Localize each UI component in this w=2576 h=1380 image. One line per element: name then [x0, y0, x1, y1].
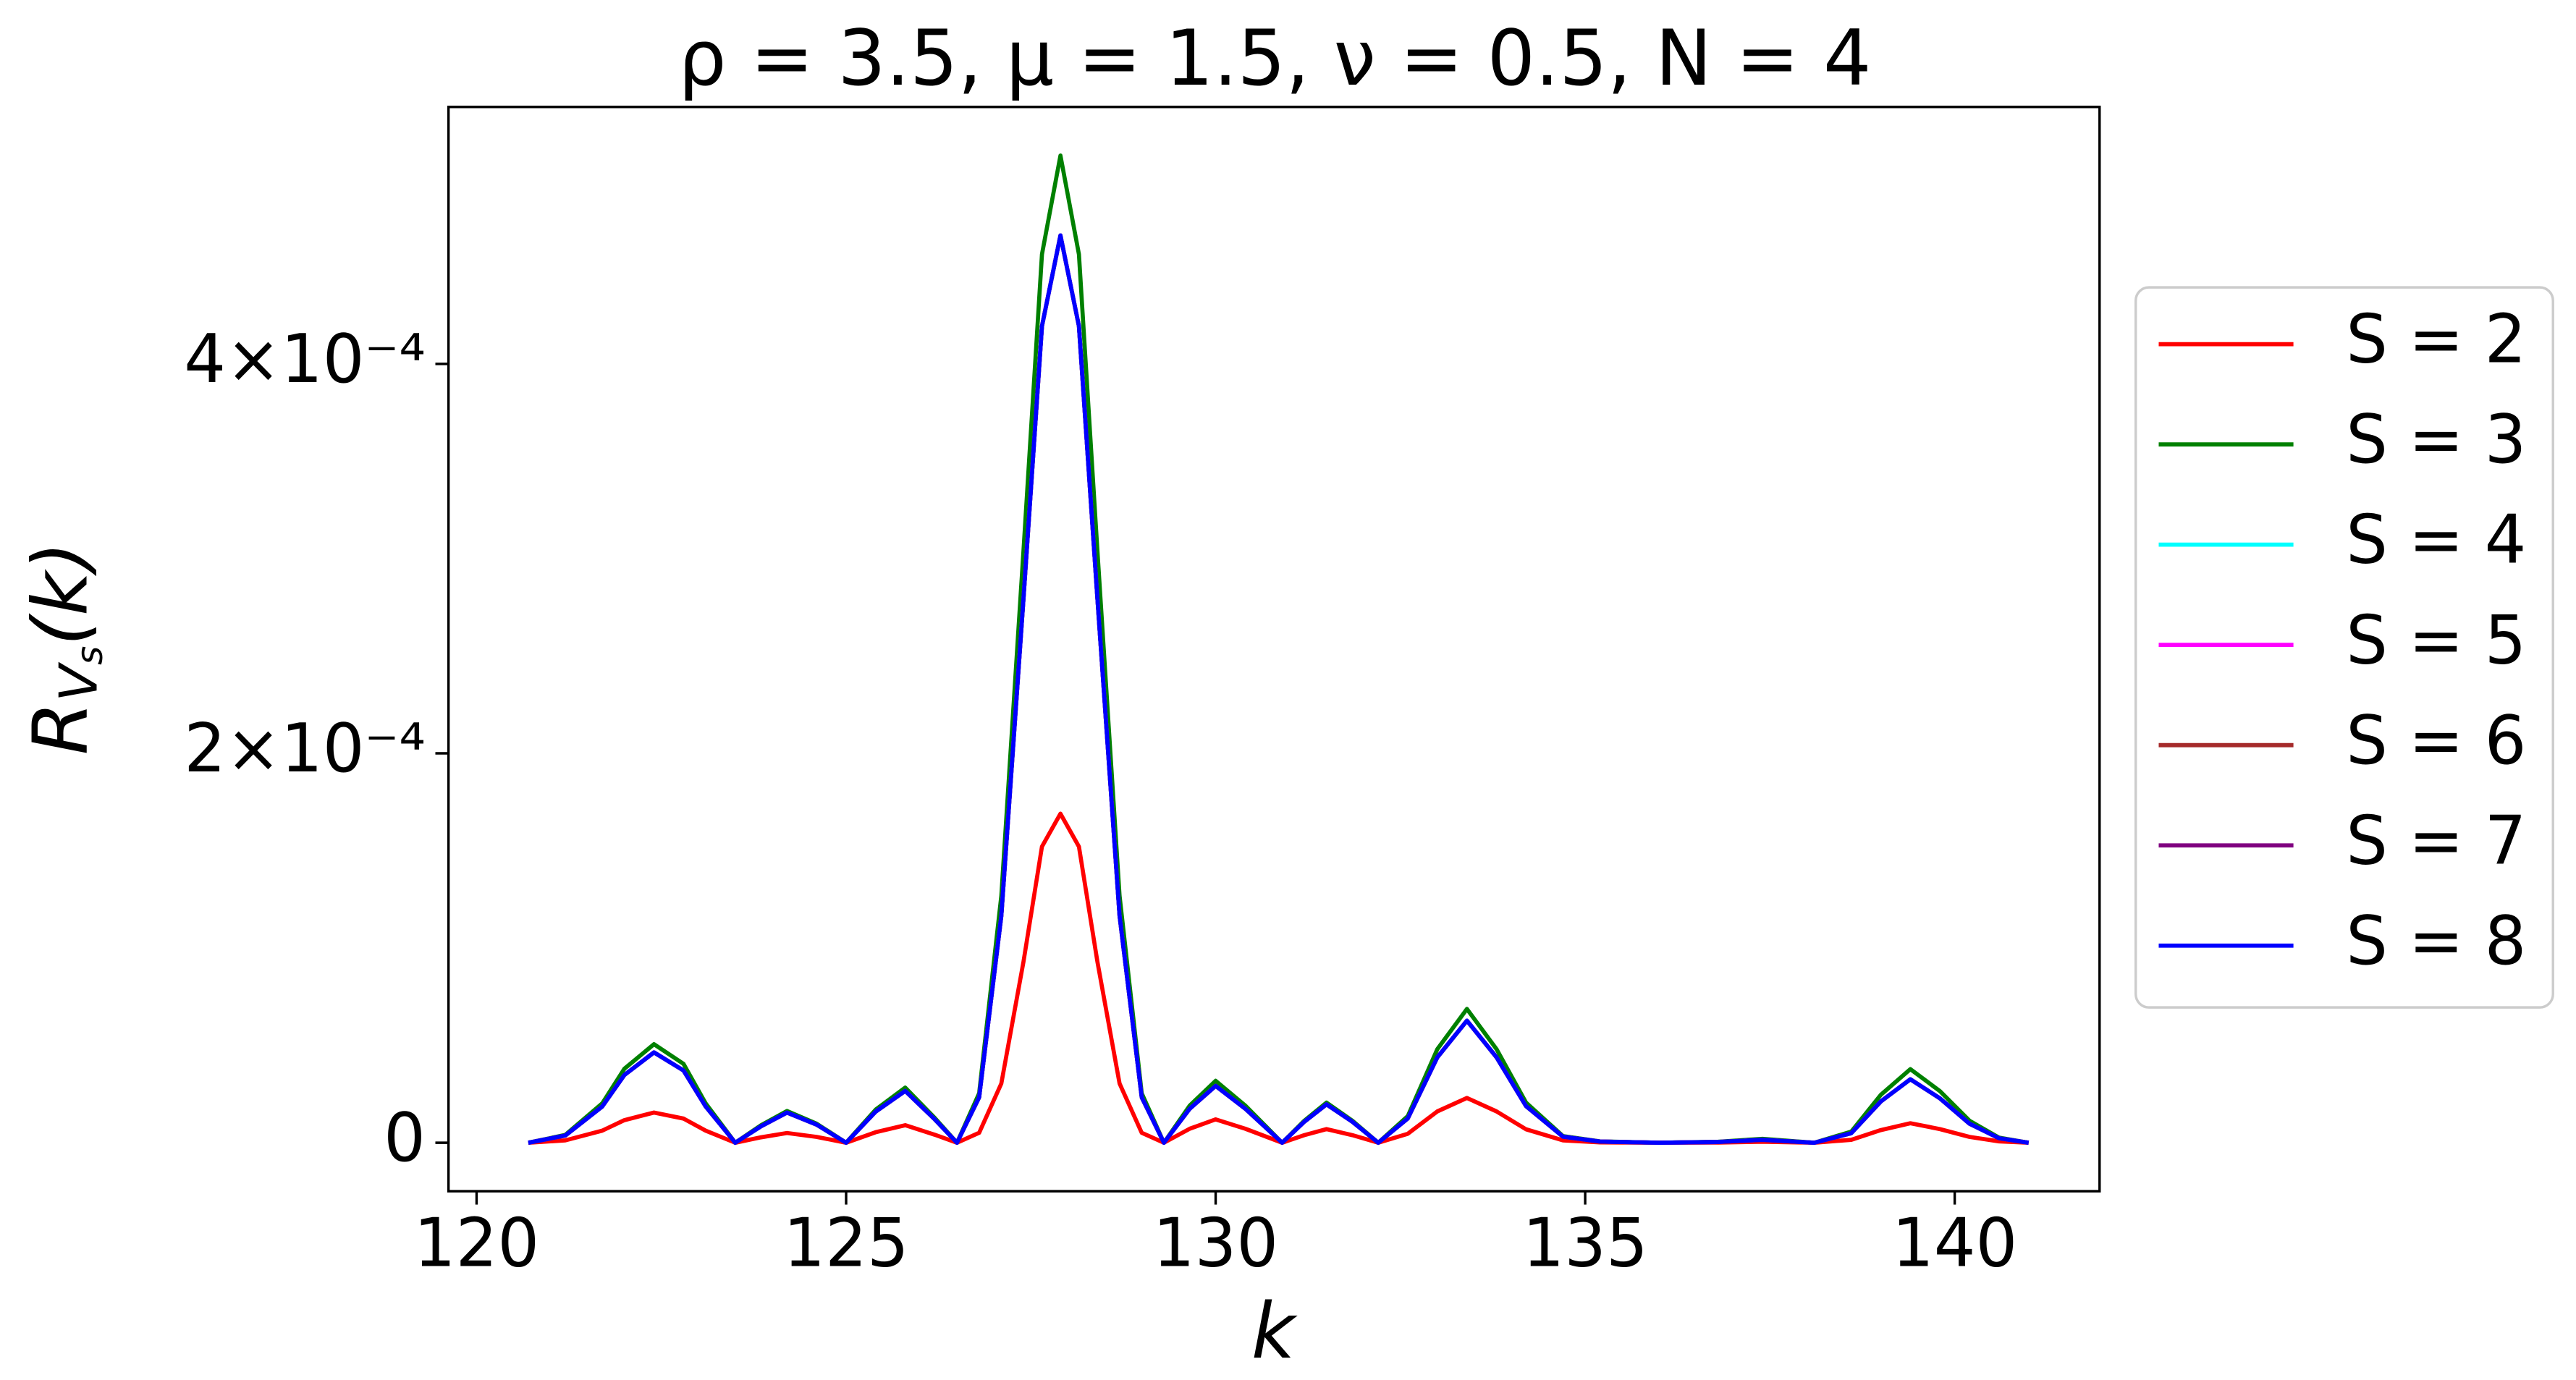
- legend-label: S = 6: [2346, 701, 2526, 779]
- chart-title: ρ = 3.5, μ = 1.5, ν = 0.5, N = 4: [678, 13, 1871, 103]
- y-tick-label: 4×10⁻⁴: [184, 320, 426, 398]
- x-tick-label: 125: [783, 1204, 908, 1282]
- legend-label: S = 3: [2346, 401, 2526, 479]
- y-tick-label: 2×10⁻⁴: [184, 709, 426, 787]
- series-line: [528, 233, 2030, 1146]
- x-tick-label: 140: [1892, 1204, 2017, 1282]
- plot-area: [528, 153, 2030, 1146]
- legend-label: S = 7: [2346, 802, 2526, 880]
- legend-label: S = 5: [2346, 601, 2526, 680]
- y-label-subsub: s: [68, 646, 110, 665]
- x-tick-label: 120: [414, 1204, 539, 1282]
- y-tick-label: 0: [384, 1099, 426, 1177]
- axes-frame: [447, 106, 2101, 1193]
- y-label-main: R: [16, 702, 104, 755]
- legend-label: S = 8: [2346, 902, 2526, 980]
- x-tick-label: 135: [1522, 1204, 1647, 1282]
- y-label-sub: V: [48, 661, 109, 701]
- y-label-tail: (k): [16, 541, 104, 645]
- y-axis-label: RVs(k): [16, 541, 110, 755]
- x-axis-label: k: [1251, 1286, 1298, 1376]
- legend: [2134, 286, 2554, 1009]
- legend-label: S = 2: [2346, 300, 2526, 378]
- x-tick-label: 130: [1153, 1204, 1278, 1282]
- legend-label: S = 4: [2346, 501, 2526, 579]
